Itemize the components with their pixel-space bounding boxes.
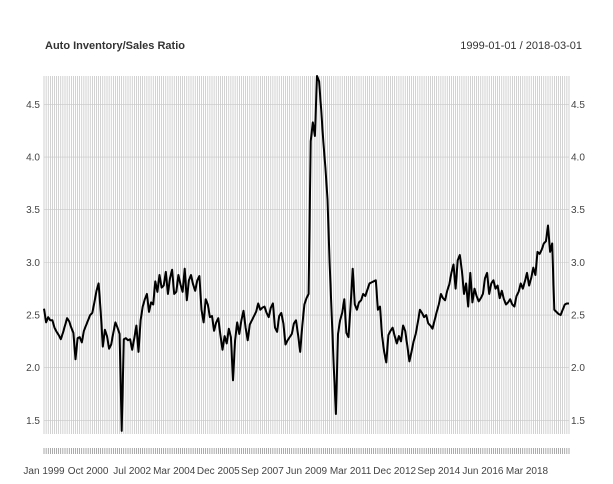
x-tick-label: Mar 2011 bbox=[330, 466, 372, 477]
x-tick-label: Jun 2009 bbox=[286, 466, 328, 477]
x-tick-label: Sep 2014 bbox=[417, 466, 460, 477]
y-tick-label-right: 4.0 bbox=[571, 153, 585, 164]
y-tick-label-left: 1.5 bbox=[26, 416, 40, 427]
x-tick-label: Dec 2005 bbox=[197, 466, 240, 477]
y-tick-label-right: 2.5 bbox=[571, 311, 585, 322]
y-tick-label-left: 2.0 bbox=[26, 363, 40, 374]
y-tick-label-right: 3.5 bbox=[571, 205, 585, 216]
y-tick-label-left: 4.5 bbox=[26, 100, 40, 111]
x-tick-label: Dec 2012 bbox=[373, 466, 416, 477]
y-tick-label-left: 3.0 bbox=[26, 258, 40, 269]
y-tick-label-left: 3.5 bbox=[26, 205, 40, 216]
y-tick-label-right: 1.5 bbox=[571, 416, 585, 427]
x-tick-label: Oct 2000 bbox=[68, 466, 109, 477]
y-tick-label-left: 2.5 bbox=[26, 311, 40, 322]
y-tick-label-right: 4.5 bbox=[571, 100, 585, 111]
plot-area bbox=[43, 75, 569, 432]
x-tick-label: Jan 1999 bbox=[23, 466, 65, 477]
x-tick-label: Mar 2018 bbox=[506, 466, 549, 477]
x-tick-label: Sep 2007 bbox=[241, 466, 284, 477]
date-range-label: 1999-01-01 / 2018-03-01 bbox=[460, 40, 582, 52]
grid bbox=[43, 76, 570, 454]
x-tick-label: Mar 2004 bbox=[153, 466, 196, 477]
y-tick-label-right: 3.0 bbox=[571, 258, 585, 269]
series-line bbox=[43, 75, 569, 432]
chart-title: Auto Inventory/Sales Ratio bbox=[45, 40, 185, 52]
y-tick-label-right: 2.0 bbox=[571, 363, 585, 374]
y-tick-label-left: 4.0 bbox=[26, 153, 40, 164]
x-tick-label: Jul 2002 bbox=[113, 466, 151, 477]
x-tick-label: Jun 2016 bbox=[462, 466, 504, 477]
axis-labels: 1.5 1.5 2.0 2.0 2.5 2.5 3.0 3.0 3.5 3.5 4.0 4.0 4.5 4… bbox=[23, 100, 585, 477]
